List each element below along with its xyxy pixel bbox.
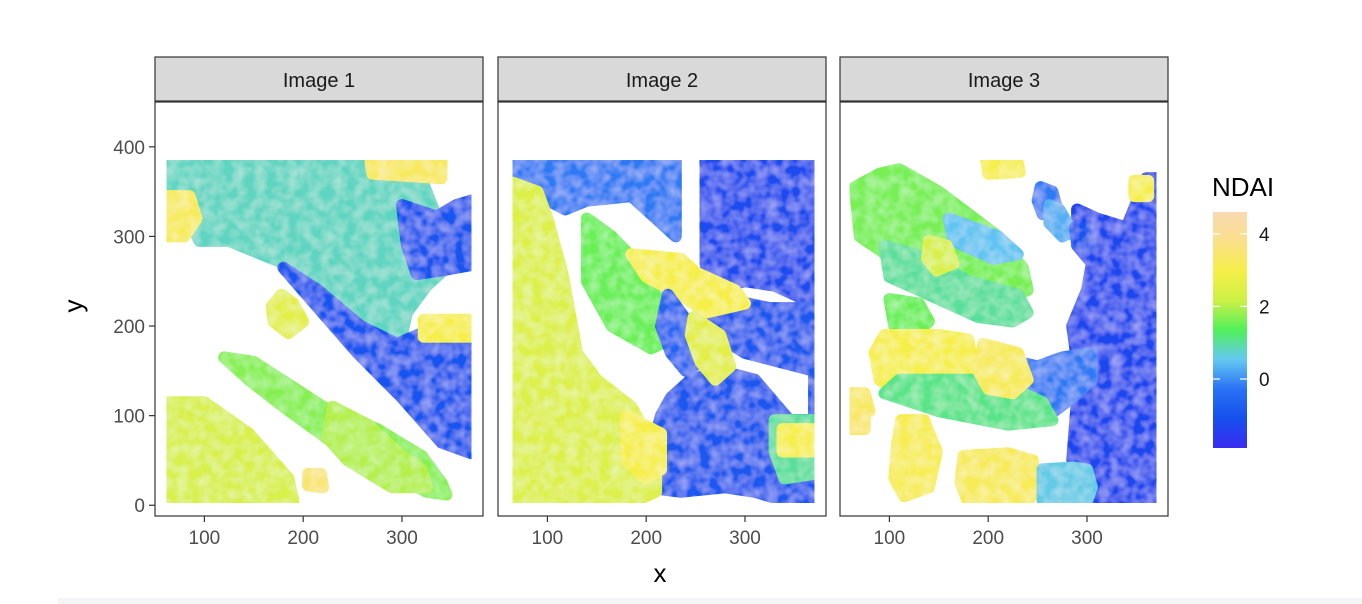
data-point-region xyxy=(625,248,751,319)
facet-strip-label: Image 2 xyxy=(626,70,698,92)
x-tick-label: 200 xyxy=(630,528,662,549)
x-tick-label: 300 xyxy=(1071,528,1103,549)
panel-border xyxy=(839,101,1169,517)
data-point-region xyxy=(883,293,935,341)
data-point-region xyxy=(321,400,433,494)
data-points-group xyxy=(160,154,478,509)
facet-panels: Image 1 100 200 300 Image 2 100 200 300 Image 3 1… xyxy=(154,56,1169,549)
legend-title: NDAI xyxy=(1212,172,1274,202)
data-point-region xyxy=(160,190,203,243)
facet-panel-3: Image 3 100 200 300 xyxy=(839,56,1169,549)
y-axis: 0 100 200 300 400 xyxy=(113,138,155,517)
facet-strip-label: Image 3 xyxy=(968,70,1040,92)
data-point-region xyxy=(699,154,821,310)
y-tick-label: 0 xyxy=(134,496,145,517)
data-point-region xyxy=(888,414,943,503)
data-point-region xyxy=(417,313,476,343)
y-axis-title: y xyxy=(58,300,88,313)
x-tick-label: 200 xyxy=(972,528,1004,549)
data-point-region xyxy=(1043,199,1079,243)
facet-panel-2: Image 2 100 200 300 xyxy=(497,56,827,549)
data-point-region xyxy=(1036,461,1098,507)
panel-border xyxy=(497,101,827,517)
data-point-region xyxy=(920,234,960,277)
data-point-region xyxy=(972,337,1034,400)
x-tick-label: 300 xyxy=(729,528,761,549)
x-tick-label: 200 xyxy=(287,528,319,549)
facet-strip xyxy=(154,56,484,102)
facet-strip xyxy=(839,56,1169,102)
x-tick-label: 300 xyxy=(386,528,418,549)
legend-tick-label: 0 xyxy=(1259,370,1270,391)
x-axis-title: x xyxy=(654,558,667,588)
data-point-region xyxy=(277,261,478,460)
legend-tick-label: 2 xyxy=(1259,297,1270,318)
data-point-region xyxy=(364,154,448,185)
data-point-region xyxy=(265,288,310,340)
bottom-band xyxy=(58,598,1362,604)
data-point-region xyxy=(302,467,329,494)
y-tick-label: 200 xyxy=(113,317,145,338)
data-point-region xyxy=(776,423,821,458)
legend-colorbar xyxy=(1213,212,1247,448)
data-point-region xyxy=(1128,174,1155,203)
y-tick-label: 400 xyxy=(113,138,145,159)
legend-tick-label: 4 xyxy=(1259,225,1270,246)
facet-panel-1: Image 1 100 200 300 xyxy=(154,56,484,549)
data-points-group xyxy=(506,154,821,509)
x-tick-label: 100 xyxy=(532,528,564,549)
facet-strip-label: Image 1 xyxy=(283,70,355,92)
data-point-region xyxy=(954,447,1044,509)
x-tick-label: 100 xyxy=(874,528,906,549)
data-point-region xyxy=(396,194,478,281)
data-point-region xyxy=(980,154,1026,180)
data-point-region xyxy=(843,409,871,436)
ndai-legend: NDAI 0 2 4 xyxy=(1212,172,1274,448)
data-point-region xyxy=(620,409,667,485)
data-point-region xyxy=(1069,221,1095,252)
data-point-region xyxy=(160,396,300,509)
x-tick-label: 100 xyxy=(189,528,221,549)
data-point-region xyxy=(942,212,1024,265)
data-point-region xyxy=(506,176,663,509)
y-tick-label: 100 xyxy=(113,407,145,428)
panel-border xyxy=(154,101,484,517)
data-points-group xyxy=(843,154,1163,509)
facet-strip xyxy=(497,56,827,102)
y-tick-label: 300 xyxy=(113,227,145,248)
data-point-region xyxy=(684,311,737,386)
